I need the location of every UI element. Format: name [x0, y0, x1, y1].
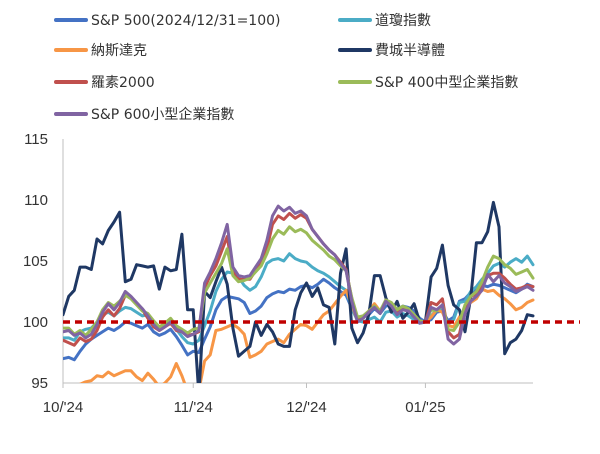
y-tick-label: 95 — [31, 375, 48, 392]
legend-label-5: S&P 400中型企業指數 — [375, 74, 518, 91]
series-line-1 — [63, 252, 535, 346]
x-tick-label: 11/'24 — [174, 399, 213, 416]
series-line-3 — [63, 200, 535, 383]
legend-label-2: 納斯達克 — [91, 43, 147, 59]
axes: 95 100 105 110 115 10/'24 11/'24 12/'24 01/'25 — [23, 131, 533, 416]
x-tick-label: 10/'24 — [43, 399, 83, 416]
legend-label-1: 道瓊指數 — [375, 13, 431, 29]
series-line-6 — [63, 204, 535, 346]
x-tick-label: 12/'24 — [286, 399, 326, 416]
legend-label-3: 費城半導體 — [375, 43, 445, 59]
legend-label-0: S&P 500(2024/12/31=100) — [91, 13, 281, 29]
y-tick-label: 105 — [23, 253, 48, 270]
y-tick-label: 100 — [23, 314, 48, 331]
x-tick-label: 01/'25 — [405, 399, 445, 416]
series-line-5 — [63, 225, 535, 337]
series-lines — [63, 200, 535, 383]
y-tick-label: 110 — [24, 192, 48, 209]
series-line-2 — [79, 287, 535, 383]
legend-label-6: S&P 600小型企業指數 — [91, 106, 234, 123]
legend-label-4: 羅素2000 — [91, 75, 155, 91]
y-tick-label: 115 — [24, 131, 48, 148]
